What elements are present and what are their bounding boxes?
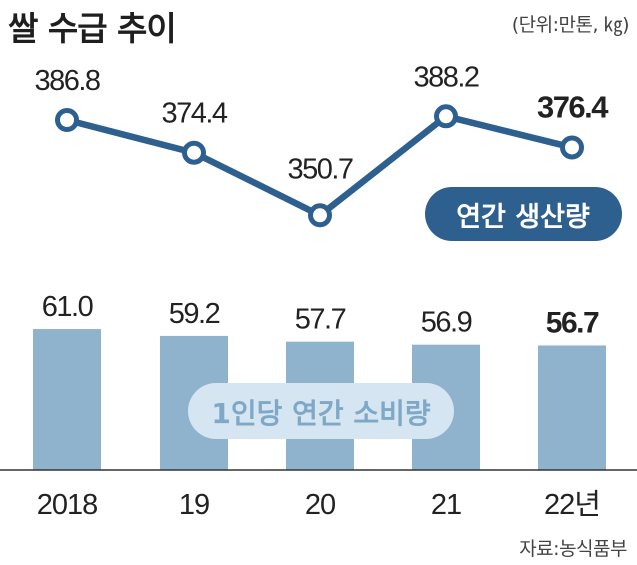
production-point [308, 203, 332, 228]
source-label: 자료:농식품부 [519, 538, 627, 560]
consumption-value-label: 59.2 [169, 298, 220, 330]
production-point [560, 135, 584, 160]
unit-label: (단위:만톤, ㎏) [511, 14, 630, 36]
consumption-value-label: 56.7 [546, 306, 599, 339]
x-tick-label: 2018 [37, 489, 98, 521]
production-series-label: 연간 생산량 [456, 202, 590, 233]
consumption-bar [538, 345, 606, 470]
production-value-label: 386.8 [34, 65, 99, 97]
consumption-value-label: 57.7 [295, 304, 346, 336]
production-value-label: 388.2 [413, 61, 478, 93]
production-value-label: 376.4 [537, 89, 609, 124]
production-series-pill [425, 187, 622, 241]
consumption-value-label: 56.9 [421, 307, 472, 339]
x-tick-label: 21 [431, 489, 461, 521]
x-tick-label: 19 [179, 489, 209, 521]
production-point [55, 108, 79, 132]
production-value-label: 374.4 [161, 98, 227, 130]
consumption-series-label: 1인당 연간 소비량 [211, 397, 431, 430]
production-point [182, 140, 206, 165]
consumption-bar [33, 329, 101, 470]
production-point [434, 104, 458, 129]
chart-title: 쌀 수급 추이 [8, 9, 177, 48]
x-tick-label: 22년 [544, 489, 600, 521]
consumption-series-pill [188, 383, 454, 439]
consumption-value-label: 61.0 [42, 291, 93, 323]
production-value-label: 350.7 [287, 153, 352, 185]
x-tick-label: 20 [305, 489, 335, 521]
